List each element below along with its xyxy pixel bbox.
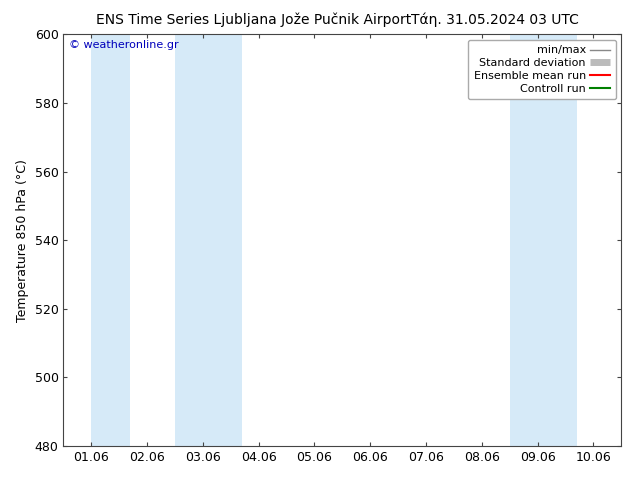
- Bar: [91, 34, 131, 446]
- Bar: [510, 34, 577, 446]
- Y-axis label: Temperature 850 hPa (°C): Temperature 850 hPa (°C): [16, 159, 29, 321]
- Bar: [175, 34, 242, 446]
- Text: © weatheronline.gr: © weatheronline.gr: [69, 41, 179, 50]
- Text: ENS Time Series Ljubljana Jože Pučnik Airport: ENS Time Series Ljubljana Jože Pučnik Ai…: [96, 12, 411, 27]
- Text: Τάη. 31.05.2024 03 UTC: Τάη. 31.05.2024 03 UTC: [411, 12, 578, 27]
- Bar: [621, 34, 634, 446]
- Legend: min/max, Standard deviation, Ensemble mean run, Controll run: min/max, Standard deviation, Ensemble me…: [468, 40, 616, 99]
